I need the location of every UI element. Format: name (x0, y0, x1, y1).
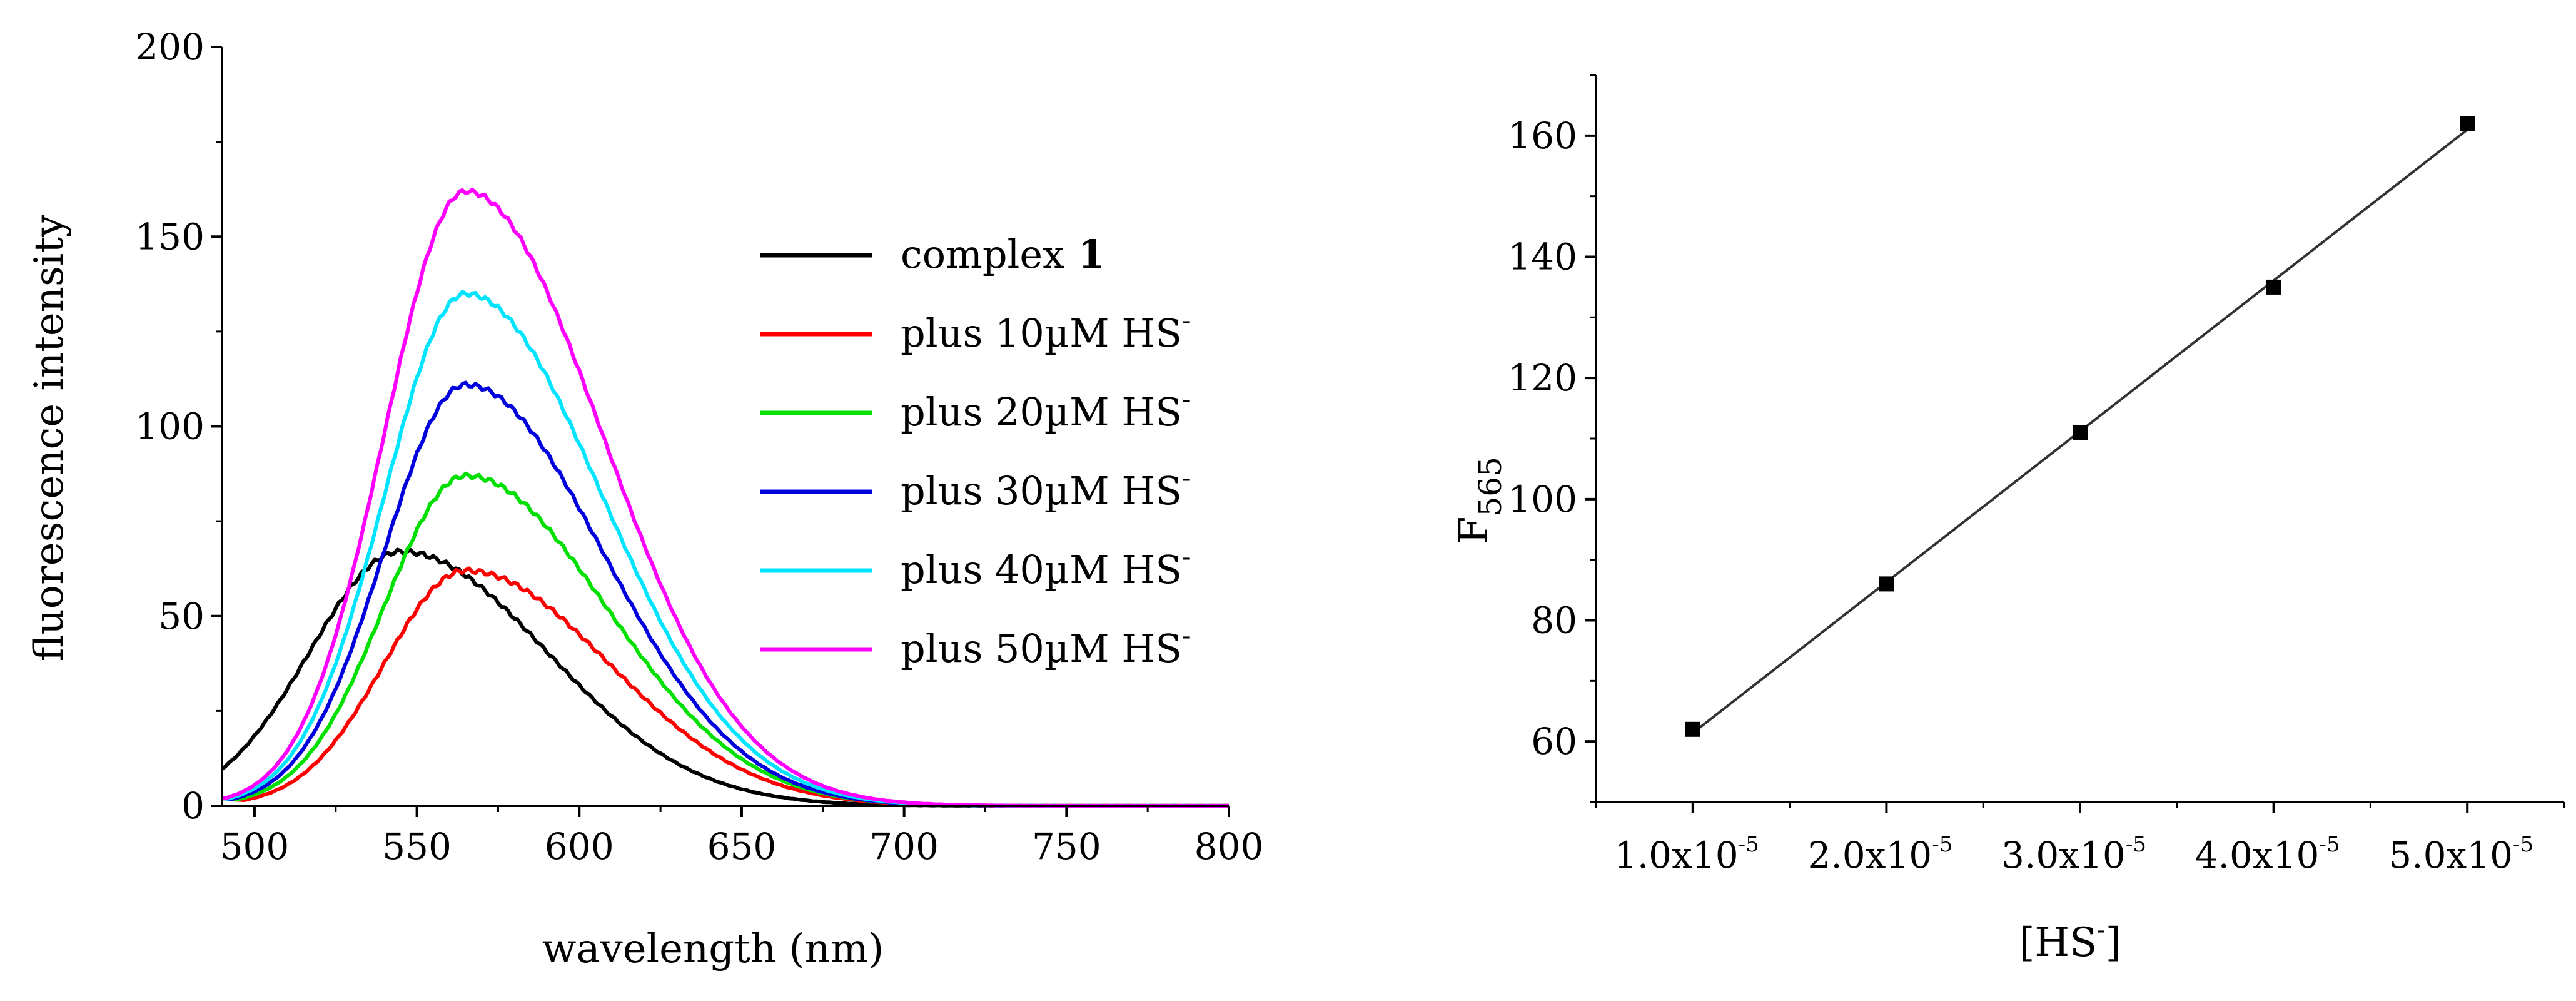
left-x-tick-label: 500 (220, 825, 290, 868)
legend-label-0: complex 1 (901, 231, 1105, 277)
left-x-tick-label: 750 (1032, 825, 1101, 868)
legend-label-2: plus 20µM HS- (901, 385, 1190, 435)
right-y-tick-label: 80 (1531, 599, 1577, 642)
emission-spectra-chart: 500 550 600 650 700 750 800 0 50 100 150 200 wavele… (26, 26, 1263, 972)
right-axes: 1.0x10-5 2.0x10-5 3.0x10-5 4.0x10-5 5.0x10-5… (1508, 74, 2565, 877)
data-point-4 (2460, 116, 2475, 131)
left-y-tick-label: 50 (158, 595, 205, 638)
legend-label-4: plus 40µM HS- (901, 543, 1190, 592)
left-x-tick-label: 800 (1195, 825, 1264, 868)
right-y-tick-label: 120 (1508, 357, 1577, 399)
right-x-tick-label: 3.0x10-5 (2001, 832, 2146, 877)
right-x-tick-label: 1.0x10-5 (1614, 832, 1759, 877)
calibration-marks (1685, 116, 2475, 737)
right-x-axis-title: [HS-] (2019, 916, 2121, 966)
calibration-chart: 1.0x10-5 2.0x10-5 3.0x10-5 4.0x10-5 5.0x10-5… (1451, 74, 2565, 966)
right-y-tick-label: 140 (1508, 236, 1577, 278)
data-point-0 (1685, 721, 1700, 737)
left-y-axis-title: fluorescence intensity (26, 215, 73, 661)
legend-label-5: plus 50µM HS- (901, 622, 1190, 671)
legend-label-3: plus 30µM HS- (901, 464, 1190, 514)
data-point-3 (2266, 279, 2281, 295)
left-y-tick-label: 100 (135, 405, 205, 448)
right-y-axis-title: F565 (1451, 457, 1508, 544)
left-axes: 500 550 600 650 700 750 800 0 50 100 150 200 (135, 26, 1263, 868)
legend-label-1: plus 10µM HS- (901, 307, 1190, 356)
left-x-axis-title: wavelength (nm) (542, 926, 884, 972)
left-y-tick-label: 150 (135, 215, 205, 258)
left-y-tick-label: 0 (181, 785, 205, 827)
right-x-tick-label: 4.0x10-5 (2195, 832, 2340, 877)
data-point-2 (2073, 425, 2088, 440)
legend: complex 1 plus 10µM HS-plus 20µM HS-plus … (760, 231, 1190, 671)
left-x-tick-label: 700 (869, 825, 939, 868)
data-point-1 (1879, 576, 1894, 592)
left-y-tick-label: 200 (135, 26, 205, 68)
left-x-tick-label: 600 (545, 825, 614, 868)
left-x-tick-label: 650 (707, 825, 777, 868)
right-x-tick-label: 2.0x10-5 (1807, 832, 1952, 877)
right-y-tick-label: 60 (1531, 720, 1577, 763)
spectrum-line-3 (221, 380, 1229, 808)
right-y-tick-label: 160 (1508, 114, 1577, 157)
spectrum-line-1 (221, 566, 1230, 808)
left-x-tick-label: 550 (382, 825, 452, 868)
right-y-tick-label: 100 (1508, 478, 1577, 521)
right-x-tick-label: 5.0x10-5 (2388, 832, 2533, 877)
